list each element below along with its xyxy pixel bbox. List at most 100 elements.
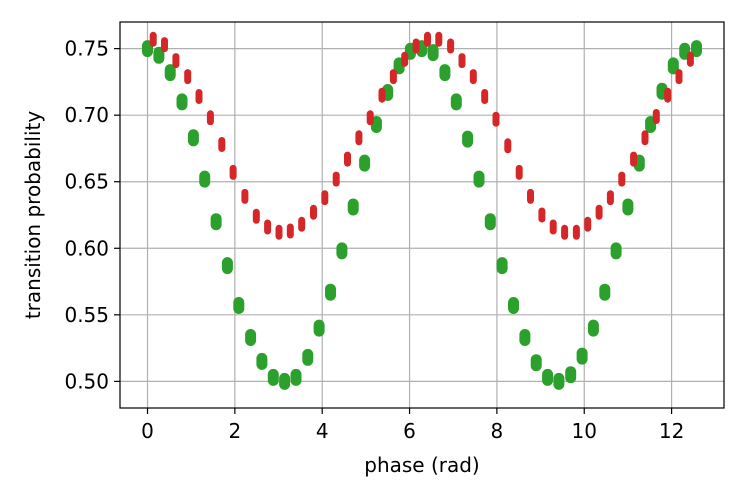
red-data-point bbox=[527, 188, 534, 204]
green-data-point bbox=[587, 319, 599, 337]
green-data-point bbox=[325, 283, 336, 301]
green-data-point bbox=[267, 368, 279, 386]
red-data-point bbox=[686, 51, 694, 67]
red-data-point bbox=[595, 204, 603, 220]
red-data-point bbox=[618, 171, 626, 187]
red-data-point bbox=[549, 219, 557, 235]
red-data-point bbox=[538, 207, 546, 223]
y-tick-label: 0.50 bbox=[64, 369, 109, 393]
green-data-point bbox=[542, 368, 554, 386]
green-data-point bbox=[496, 257, 508, 275]
red-data-point bbox=[630, 151, 638, 167]
green-data-point bbox=[279, 372, 291, 390]
green-data-point bbox=[427, 44, 439, 62]
red-data-point bbox=[458, 53, 466, 69]
y-tick-label: 0.75 bbox=[64, 37, 109, 61]
red-data-point bbox=[675, 69, 683, 85]
red-data-point bbox=[161, 37, 168, 53]
green-data-point bbox=[610, 242, 622, 260]
green-data-point bbox=[530, 354, 542, 372]
red-data-point bbox=[355, 130, 363, 146]
green-data-point bbox=[199, 170, 211, 188]
green-data-point bbox=[439, 64, 451, 82]
green-data-point bbox=[313, 319, 325, 337]
red-data-point bbox=[584, 216, 592, 232]
green-data-point bbox=[233, 297, 245, 314]
red-data-point bbox=[172, 53, 180, 69]
red-data-point bbox=[275, 224, 283, 240]
green-data-point bbox=[290, 368, 302, 386]
green-data-point bbox=[347, 198, 359, 216]
x-tick-label: 12 bbox=[659, 419, 684, 443]
x-tick-label: 10 bbox=[572, 419, 597, 443]
y-tick-label: 0.65 bbox=[64, 170, 109, 194]
plot-frame bbox=[119, 21, 725, 409]
red-data-point bbox=[664, 87, 672, 103]
green-data-point bbox=[691, 40, 702, 58]
green-data-point bbox=[484, 213, 496, 231]
red-data-point bbox=[310, 204, 317, 220]
red-data-point bbox=[321, 190, 329, 206]
green-data-point bbox=[221, 257, 233, 275]
green-data-point bbox=[450, 93, 462, 111]
red-data-point bbox=[298, 216, 306, 232]
green-data-point bbox=[519, 329, 531, 346]
red-data-point bbox=[252, 208, 260, 224]
red-data-point bbox=[264, 219, 272, 235]
red-data-point bbox=[515, 164, 523, 180]
red-data-point bbox=[366, 110, 374, 126]
red-data-point bbox=[412, 38, 420, 54]
green-data-point bbox=[576, 347, 588, 365]
green-data-point bbox=[210, 213, 222, 231]
green-data-point bbox=[565, 366, 577, 384]
green-data-point bbox=[164, 64, 176, 82]
x-tick-label: 8 bbox=[491, 419, 504, 443]
red-data-point bbox=[344, 151, 351, 167]
green-data-point bbox=[302, 348, 314, 366]
red-data-point bbox=[229, 164, 237, 180]
red-data-point bbox=[504, 138, 512, 154]
red-data-point bbox=[389, 69, 397, 85]
x-tick-label: 4 bbox=[316, 419, 329, 443]
x-axis-label: phase (rad) bbox=[364, 453, 480, 477]
red-data-point bbox=[572, 224, 580, 240]
red-data-point bbox=[641, 130, 649, 146]
y-tick-label: 0.55 bbox=[64, 303, 109, 327]
green-data-point bbox=[187, 129, 199, 147]
grid-lines bbox=[120, 22, 724, 408]
axis-ticks: 0 2 4 6 8 10 12 0.50 0.55 0.60 0.65 0.70 0.75 bbox=[64, 37, 684, 443]
red-data-point bbox=[195, 89, 203, 104]
green-data-point bbox=[245, 329, 257, 346]
green-data-point bbox=[176, 93, 188, 111]
green-data-point bbox=[256, 352, 268, 370]
green-data-point bbox=[599, 283, 611, 301]
red-data-point bbox=[481, 89, 489, 104]
green-data-point bbox=[508, 297, 519, 314]
y-axis-label: transition probability bbox=[21, 111, 45, 320]
green-data-point bbox=[622, 198, 634, 216]
red-data-point bbox=[606, 190, 614, 206]
red-data-point bbox=[241, 188, 249, 204]
red-data-point bbox=[561, 224, 569, 240]
red-data-point bbox=[401, 51, 409, 67]
red-data-point bbox=[652, 109, 660, 124]
y-tick-label: 0.60 bbox=[64, 236, 109, 260]
green-data-point bbox=[462, 130, 474, 148]
green-data-point bbox=[473, 170, 485, 188]
red-data-point bbox=[435, 31, 443, 47]
red-data-point bbox=[447, 38, 455, 54]
green-data-point bbox=[553, 372, 565, 390]
x-tick-label: 6 bbox=[403, 419, 416, 443]
red-data-point bbox=[286, 223, 294, 239]
red-data-point bbox=[378, 87, 386, 103]
green-data-point bbox=[359, 154, 371, 172]
red-data-point bbox=[149, 31, 157, 47]
red-data-point bbox=[332, 171, 340, 187]
green-data-point bbox=[336, 242, 348, 260]
red-data-point bbox=[184, 69, 192, 85]
red-data-point bbox=[206, 110, 214, 126]
red-data-point bbox=[492, 111, 500, 127]
red-data-point bbox=[424, 31, 431, 47]
green-data-point bbox=[667, 57, 679, 75]
